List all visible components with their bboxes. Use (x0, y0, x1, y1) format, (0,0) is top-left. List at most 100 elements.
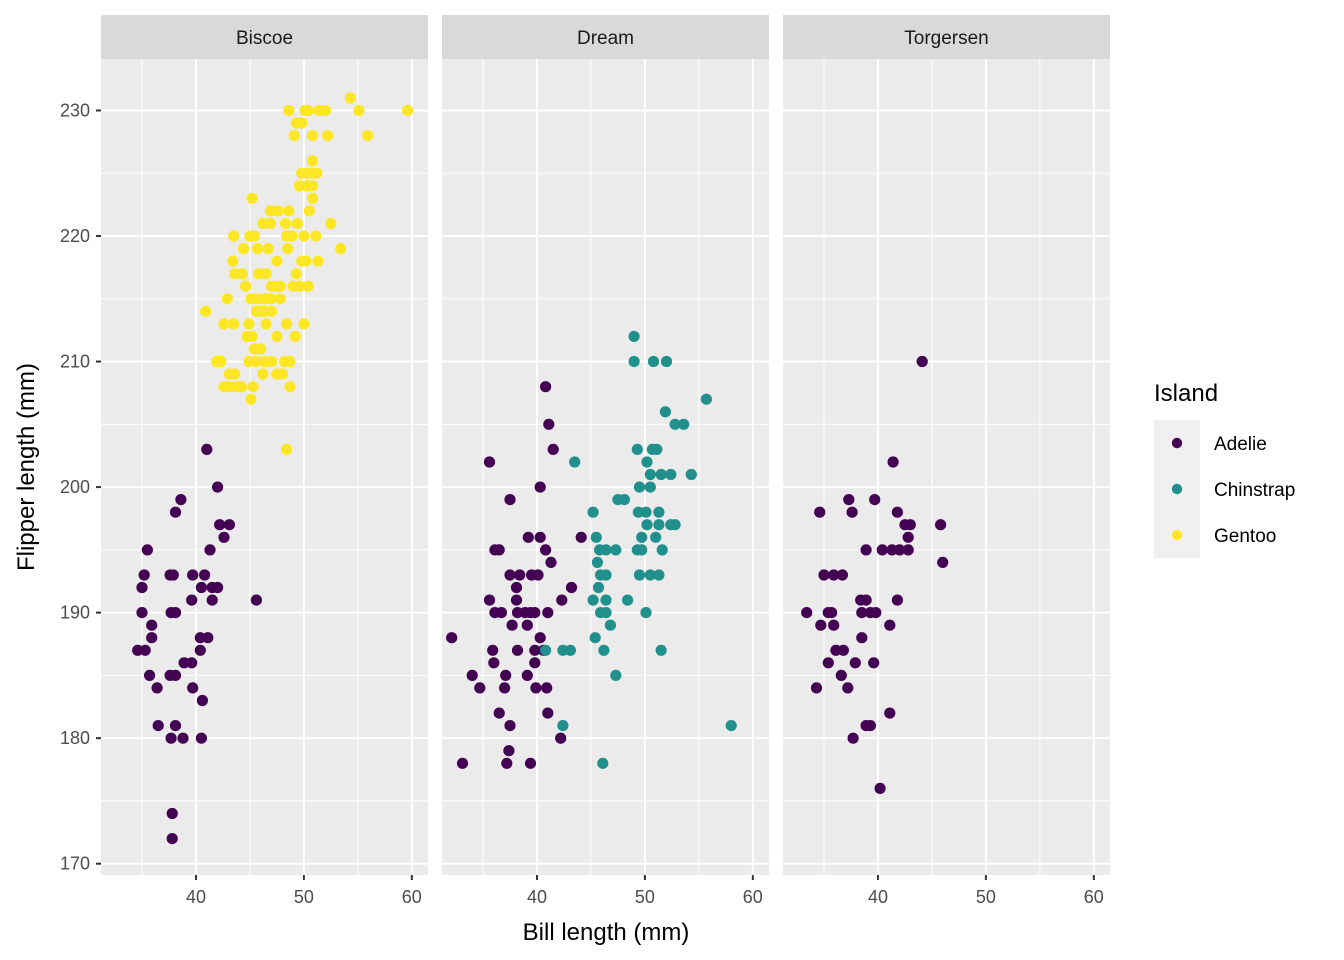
y-tick-label: 180 (60, 728, 90, 748)
legend-key-adelie (1171, 437, 1183, 449)
facet-strip-label: Biscoe (236, 28, 293, 49)
data-point-adelie (846, 506, 858, 518)
data-point-gentoo (282, 243, 294, 255)
data-point-chinstrap (589, 632, 601, 644)
data-point-chinstrap (665, 468, 677, 481)
data-point-adelie (144, 669, 156, 682)
data-point-adelie (138, 569, 150, 581)
data-point-gentoo (281, 443, 293, 455)
data-point-gentoo (290, 268, 302, 280)
data-point-adelie (837, 644, 850, 656)
data-point-adelie (543, 418, 555, 430)
data-point-chinstrap (600, 607, 612, 619)
data-point-gentoo (260, 268, 272, 280)
facet-panel-biscoe: Biscoe 40 50 60 (101, 15, 428, 907)
data-point-gentoo (288, 130, 300, 142)
data-point-gentoo (243, 318, 255, 330)
x-tick-label: 40 (868, 887, 888, 907)
data-point-gentoo (401, 104, 414, 117)
data-point-chinstrap (610, 544, 622, 556)
data-point-chinstrap (636, 531, 648, 543)
data-point-adelie (152, 720, 164, 732)
data-point-chinstrap (628, 355, 640, 368)
data-point-adelie (565, 581, 578, 594)
data-point-adelie (542, 707, 554, 719)
data-point-gentoo (291, 217, 303, 230)
facet-panels: Biscoe 40 50 60 Dream 40 50 60 Torgersen 40 50 60 (101, 15, 1110, 907)
data-point-gentoo (335, 243, 347, 255)
legend-label-chinstrap: Chinstrap (1214, 480, 1295, 501)
data-point-adelie (169, 720, 182, 732)
data-point-chinstrap (557, 720, 569, 732)
data-point-adelie (456, 757, 469, 769)
y-tick-label: 210 (60, 352, 90, 372)
x-tick-label: 60 (1084, 887, 1104, 907)
series-adelie (446, 381, 587, 769)
data-point-adelie (842, 682, 854, 694)
data-point-adelie (250, 594, 262, 606)
data-point-gentoo (306, 192, 319, 204)
data-point-adelie (504, 569, 516, 581)
data-point-chinstrap (628, 330, 640, 342)
data-point-gentoo (257, 368, 269, 380)
data-point-adelie (187, 569, 199, 581)
data-point-gentoo (245, 393, 257, 405)
data-point-gentoo (200, 305, 212, 317)
data-point-adelie (503, 745, 515, 757)
data-point-gentoo (246, 192, 258, 204)
data-point-chinstrap (669, 418, 681, 430)
data-point-gentoo (294, 280, 306, 292)
data-point-gentoo (228, 318, 240, 330)
data-point-adelie (534, 481, 546, 493)
data-point-adelie (937, 556, 949, 569)
legend-label-gentoo: Gentoo (1214, 526, 1276, 547)
data-point-adelie (499, 682, 511, 694)
data-point-gentoo (283, 205, 295, 217)
data-point-gentoo (284, 355, 296, 368)
facet-strip-label: Torgersen (904, 28, 989, 49)
data-point-adelie (202, 632, 214, 644)
y-tick-label: 170 (60, 854, 90, 874)
data-point-adelie (169, 607, 182, 619)
x-tick-label: 40 (186, 887, 206, 907)
data-point-chinstrap (655, 468, 667, 481)
data-point-gentoo (265, 355, 278, 368)
data-point-adelie (884, 707, 896, 719)
data-point-gentoo (240, 280, 252, 292)
data-point-chinstrap (622, 594, 634, 606)
data-point-adelie (474, 682, 486, 694)
data-point-gentoo (312, 255, 324, 267)
data-point-adelie (166, 807, 178, 820)
data-point-adelie (884, 619, 896, 631)
data-point-gentoo (218, 318, 230, 330)
data-point-chinstrap (540, 644, 552, 656)
data-point-adelie (860, 594, 872, 606)
data-point-adelie (146, 619, 158, 631)
data-point-adelie (521, 619, 533, 631)
data-point-adelie (575, 531, 587, 543)
data-point-adelie (522, 531, 534, 543)
data-point-adelie (856, 632, 868, 644)
data-point-adelie (835, 669, 847, 682)
data-point-gentoo (303, 205, 315, 217)
data-point-gentoo (306, 180, 319, 192)
data-point-chinstrap (651, 443, 663, 455)
data-point-gentoo (262, 243, 274, 255)
data-point-adelie (555, 732, 567, 744)
data-point-adelie (869, 494, 881, 506)
data-point-adelie (493, 544, 505, 556)
data-point-adelie (529, 607, 541, 619)
data-point-adelie (483, 456, 496, 468)
panel-background (783, 59, 1110, 875)
data-point-gentoo (246, 330, 258, 342)
data-point-adelie (186, 657, 198, 669)
data-point-adelie (891, 594, 904, 606)
data-point-chinstrap (700, 393, 713, 405)
data-point-gentoo (302, 104, 314, 117)
data-point-gentoo (271, 255, 283, 267)
data-point-chinstrap (660, 355, 673, 368)
legend: Island Adelie Chinstrap Gentoo (1154, 380, 1295, 558)
data-point-adelie (529, 644, 541, 656)
data-point-adelie (822, 657, 834, 669)
